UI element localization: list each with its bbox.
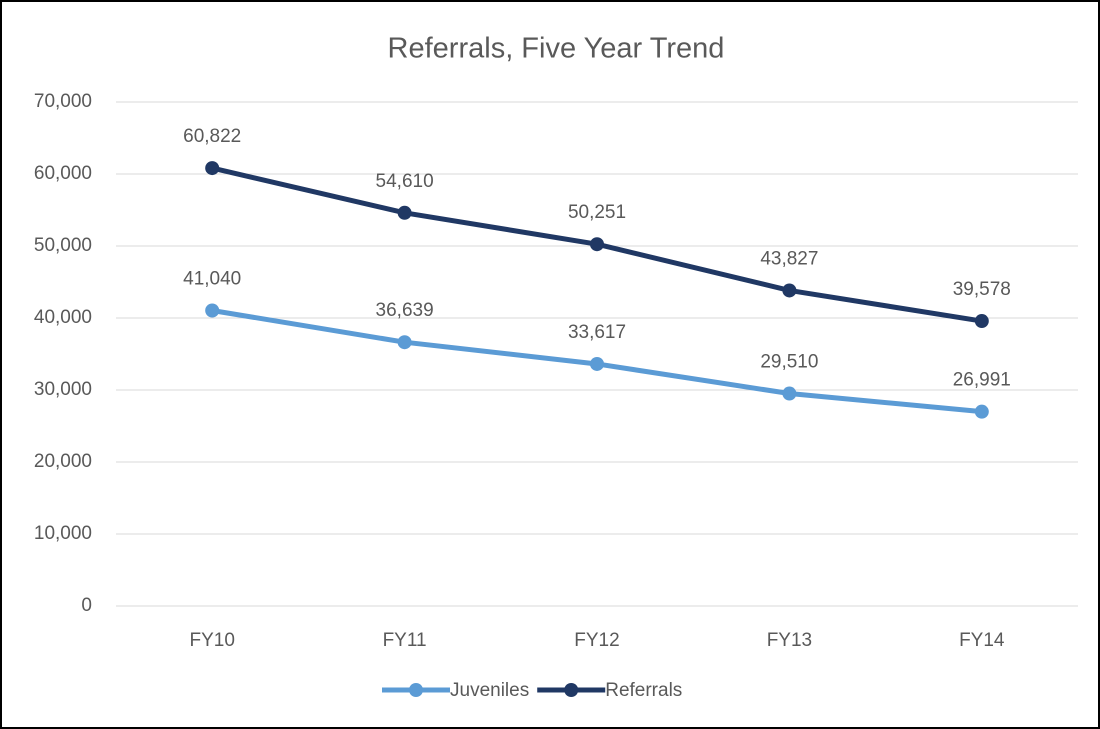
x-tick-label: FY12 — [574, 630, 619, 651]
data-point — [205, 161, 220, 176]
data-label: 29,510 — [760, 352, 818, 373]
data-point — [974, 314, 989, 329]
legend-label: Referrals — [605, 680, 682, 701]
data-label: 33,617 — [568, 322, 626, 343]
y-tick-label: 50,000 — [34, 235, 92, 256]
data-label: 41,040 — [183, 269, 241, 290]
y-tick-label: 30,000 — [34, 379, 92, 400]
data-label: 60,822 — [183, 126, 241, 147]
legend-label: Juveniles — [450, 680, 529, 701]
x-tick-label: FY14 — [959, 630, 1005, 651]
data-label: 26,991 — [953, 370, 1011, 391]
x-tick-label: FY13 — [767, 630, 812, 651]
chart-title: Referrals, Five Year Trend — [388, 33, 725, 65]
y-tick-label: 60,000 — [34, 163, 92, 184]
y-tick-label: 20,000 — [34, 451, 92, 472]
data-label: 39,578 — [953, 279, 1011, 300]
legend-marker — [564, 683, 579, 697]
data-label: 36,639 — [376, 300, 434, 321]
legend-marker — [409, 683, 423, 697]
data-point — [590, 356, 604, 371]
data-point — [974, 404, 989, 419]
y-tick-label: 10,000 — [34, 523, 92, 544]
data-point — [397, 205, 412, 220]
x-tick-label: FY11 — [383, 630, 427, 651]
y-tick-label: 70,000 — [34, 91, 92, 112]
data-label: 54,610 — [376, 171, 434, 192]
y-tick-label: 0 — [81, 595, 92, 616]
data-point — [590, 237, 604, 252]
data-point — [782, 386, 797, 401]
data-label: 50,251 — [568, 202, 626, 223]
x-tick-label: FY10 — [189, 630, 234, 651]
data-label: 43,827 — [760, 248, 818, 269]
data-point — [397, 335, 412, 350]
data-point — [782, 283, 797, 298]
y-tick-label: 40,000 — [34, 307, 92, 328]
data-point — [205, 303, 220, 318]
